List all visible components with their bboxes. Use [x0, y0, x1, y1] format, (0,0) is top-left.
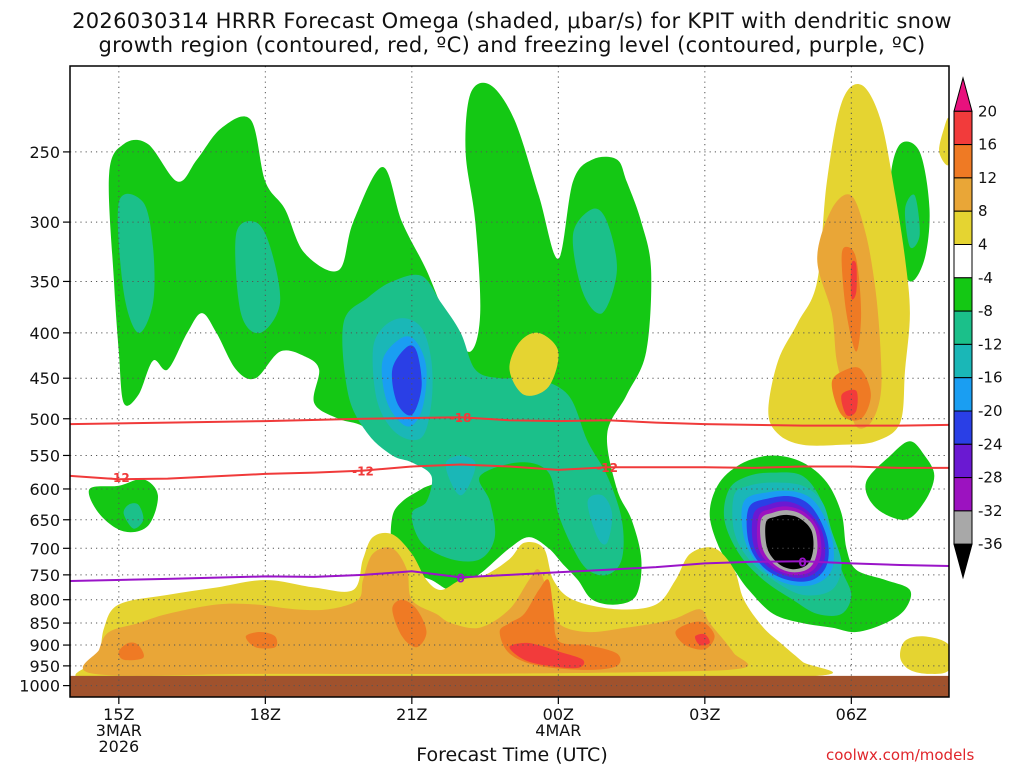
y-tick-label: 500	[29, 410, 60, 429]
colorbar-swatch	[953, 310, 973, 345]
colorbar-swatch	[953, 110, 973, 146]
x-tick-date: 3MAR	[96, 721, 142, 740]
x-tick-label: 18Z	[250, 705, 281, 724]
isotherm-label: -12	[596, 461, 618, 475]
omega-region	[118, 642, 144, 661]
colorbar-swatch	[953, 477, 973, 512]
omega-shading-layer	[75, 82, 949, 682]
isotherm-label: 0	[456, 571, 464, 585]
isotherm-label: -12	[108, 471, 130, 485]
omega-region	[865, 441, 935, 520]
x-tick-label: 03Z	[689, 705, 720, 724]
y-tick-label: 950	[29, 657, 60, 676]
ground-fill	[70, 675, 949, 697]
colorbar-top-arrow	[953, 76, 973, 112]
source-credit: coolwx.com/models	[826, 746, 975, 764]
colorbar-swatch	[953, 144, 973, 179]
y-tick-label: 800	[29, 591, 60, 610]
colorbar-swatch	[953, 244, 973, 279]
omega-region	[235, 221, 281, 334]
x-tick-label: 06Z	[836, 705, 867, 724]
x-tick-label: 15Z	[103, 705, 134, 724]
colorbar-label: -36	[978, 535, 1003, 553]
y-tick-label: 400	[29, 324, 60, 343]
isotherm-line	[70, 560, 949, 582]
isotherm-label: -12	[352, 465, 374, 479]
y-tick-label: 350	[29, 272, 60, 291]
colorbar-label: -4	[978, 269, 993, 287]
colorbar-label: -16	[978, 369, 1003, 387]
chart-title-line2: growth region (contoured, red, ºC) and f…	[98, 33, 926, 57]
y-tick-label: 650	[29, 511, 60, 530]
y-tick-label: 850	[29, 614, 60, 633]
colorbar-swatch	[953, 343, 973, 379]
colorbar-label: -24	[978, 435, 1003, 453]
isotherm-line	[70, 416, 949, 427]
omega-colorbar: 20 16 12 8 4 -4 -8 -12 -16 -20 -24 -28 -32 -36	[953, 76, 1003, 580]
y-axis-ticks: 250 300 350 400 450 500 550 600 650 700 750 800 850 9…	[19, 143, 70, 696]
x-axis-label: Forecast Time (UTC)	[416, 744, 608, 766]
omega-region	[939, 117, 949, 166]
isotherm-label: -18	[450, 411, 472, 425]
omega-region	[850, 260, 857, 300]
colorbar-label: 8	[978, 202, 988, 220]
colorbar-label: 4	[978, 236, 988, 254]
y-tick-label: 450	[29, 369, 60, 388]
colorbar-swatch	[953, 210, 973, 245]
colorbar-swatch	[953, 377, 973, 412]
omega-region	[391, 345, 422, 416]
omega-region	[392, 599, 427, 648]
omega-region	[765, 514, 814, 570]
colorbar-label: 20	[978, 102, 997, 120]
y-tick-label: 900	[29, 636, 60, 655]
omega-region	[509, 332, 559, 396]
x-tick-label: 00Z	[543, 705, 574, 724]
grid-layer	[70, 66, 949, 697]
x-tick-label: 21Z	[396, 705, 427, 724]
plot-frame	[69, 65, 950, 698]
y-tick-label: 700	[29, 539, 60, 558]
colorbar-swatch	[953, 177, 973, 212]
isotherm-layer	[70, 416, 949, 582]
y-tick-label: 1000	[19, 677, 60, 696]
colorbar-label: -12	[978, 335, 1003, 353]
x-tick-date: 4MAR	[535, 721, 581, 740]
y-tick-label: 250	[29, 143, 60, 162]
omega-region	[572, 208, 617, 314]
omega-region	[900, 636, 949, 674]
colorbar-bottom-arrow	[953, 543, 973, 580]
y-tick-label: 750	[29, 566, 60, 585]
colorbar-swatch	[953, 443, 973, 479]
colorbar-label: 16	[978, 136, 997, 154]
colorbar-swatch	[953, 410, 973, 445]
y-tick-label: 550	[29, 446, 60, 465]
omega-region	[587, 494, 613, 545]
colorbar-swatch	[953, 277, 973, 312]
omega-region	[509, 642, 585, 669]
omega-region	[694, 633, 710, 646]
colorbar-label: -32	[978, 502, 1003, 520]
y-tick-label: 600	[29, 480, 60, 499]
colorbar-label: -28	[978, 469, 1003, 487]
isotherm-line	[70, 463, 949, 481]
y-tick-label: 300	[29, 213, 60, 232]
isotherm-label: 0	[798, 555, 806, 569]
omega-region	[904, 194, 920, 249]
isotherm-label-layer: -18 -12 -12 -12 0 0	[108, 411, 807, 585]
colorbar-swatch	[953, 510, 973, 545]
omega-region	[117, 193, 155, 334]
omega-region	[841, 389, 858, 417]
ground-layer	[70, 675, 949, 697]
colorbar-label: 12	[978, 169, 997, 187]
colorbar-label: -20	[978, 402, 1003, 420]
chart-title-line1: 2026030314 HRRR Forecast Omega (shaded, …	[72, 9, 952, 33]
x-tick-year: 2026	[98, 737, 139, 756]
omega-region	[245, 632, 278, 649]
omega-region	[123, 503, 144, 529]
colorbar-label: -8	[978, 302, 993, 320]
